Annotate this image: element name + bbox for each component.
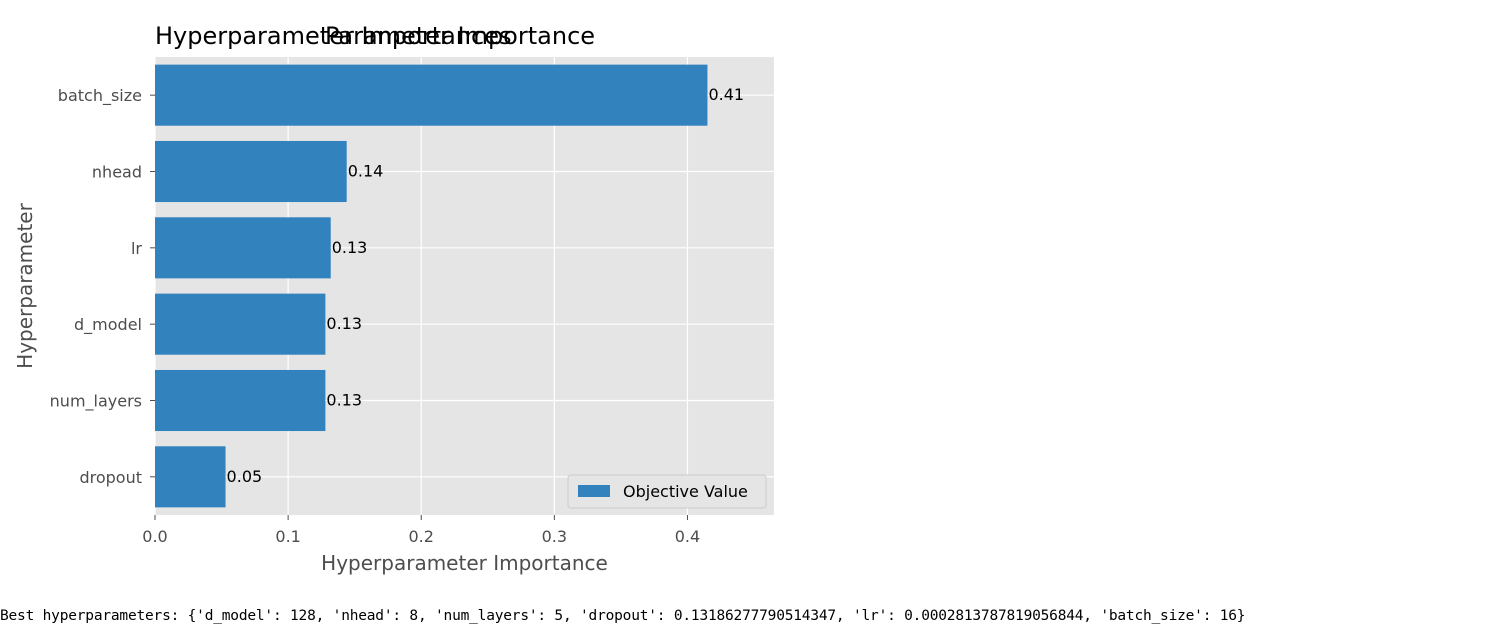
- chart-title: Hyperparameter Importances: [155, 22, 511, 50]
- y-tick-label: lr: [131, 239, 142, 258]
- data-label: 0.14: [348, 162, 384, 181]
- data-label: 0.05: [227, 467, 263, 486]
- y-tick-label: nhead: [92, 163, 142, 182]
- y-axis-label: Hyperparameter: [13, 202, 37, 368]
- data-label: 0.41: [708, 85, 744, 104]
- y-tick-label: dropout: [79, 468, 142, 487]
- plot-area: [155, 57, 774, 515]
- data-label: 0.13: [326, 391, 362, 410]
- data-label: 0.13: [332, 238, 368, 257]
- bar-dropout: [155, 446, 226, 508]
- y-tick-label: d_model: [74, 315, 142, 335]
- best-hyperparameters-output: Best hyperparameters: {'d_model': 128, '…: [0, 608, 1246, 624]
- legend-swatch: [578, 485, 610, 497]
- x-tick-label: 0.2: [409, 527, 434, 546]
- legend-box: [567, 474, 767, 509]
- legend: Objective Value: [567, 474, 767, 509]
- bar-lr: [155, 217, 331, 279]
- bar-nhead: [155, 140, 347, 203]
- y-tick-label: batch_size: [58, 86, 142, 106]
- importance-chart: 0.41 0.14 0.13 0.13 0.13 0.05 0.0 0.1 0.2 0.3 0.4…: [13, 22, 774, 575]
- legend-label: Objective Value: [623, 482, 748, 501]
- bar-num-layers: [155, 369, 326, 432]
- x-tick-label: 0.0: [142, 527, 167, 546]
- x-tick-label: 0.4: [675, 527, 700, 546]
- bar-batch-size: [155, 64, 708, 126]
- y-tick-label: num_layers: [50, 392, 142, 412]
- bar-d-model: [155, 293, 326, 355]
- data-label: 0.13: [326, 314, 362, 333]
- chart-title-overlay: Parameter Importance: [325, 22, 595, 50]
- x-tick-label: 0.3: [542, 527, 567, 546]
- bars: 0.41 0.14 0.13 0.13 0.13 0.05: [155, 64, 744, 508]
- x-axis-label: Hyperparameter Importance: [321, 551, 608, 575]
- x-tick-label: 0.1: [275, 527, 300, 546]
